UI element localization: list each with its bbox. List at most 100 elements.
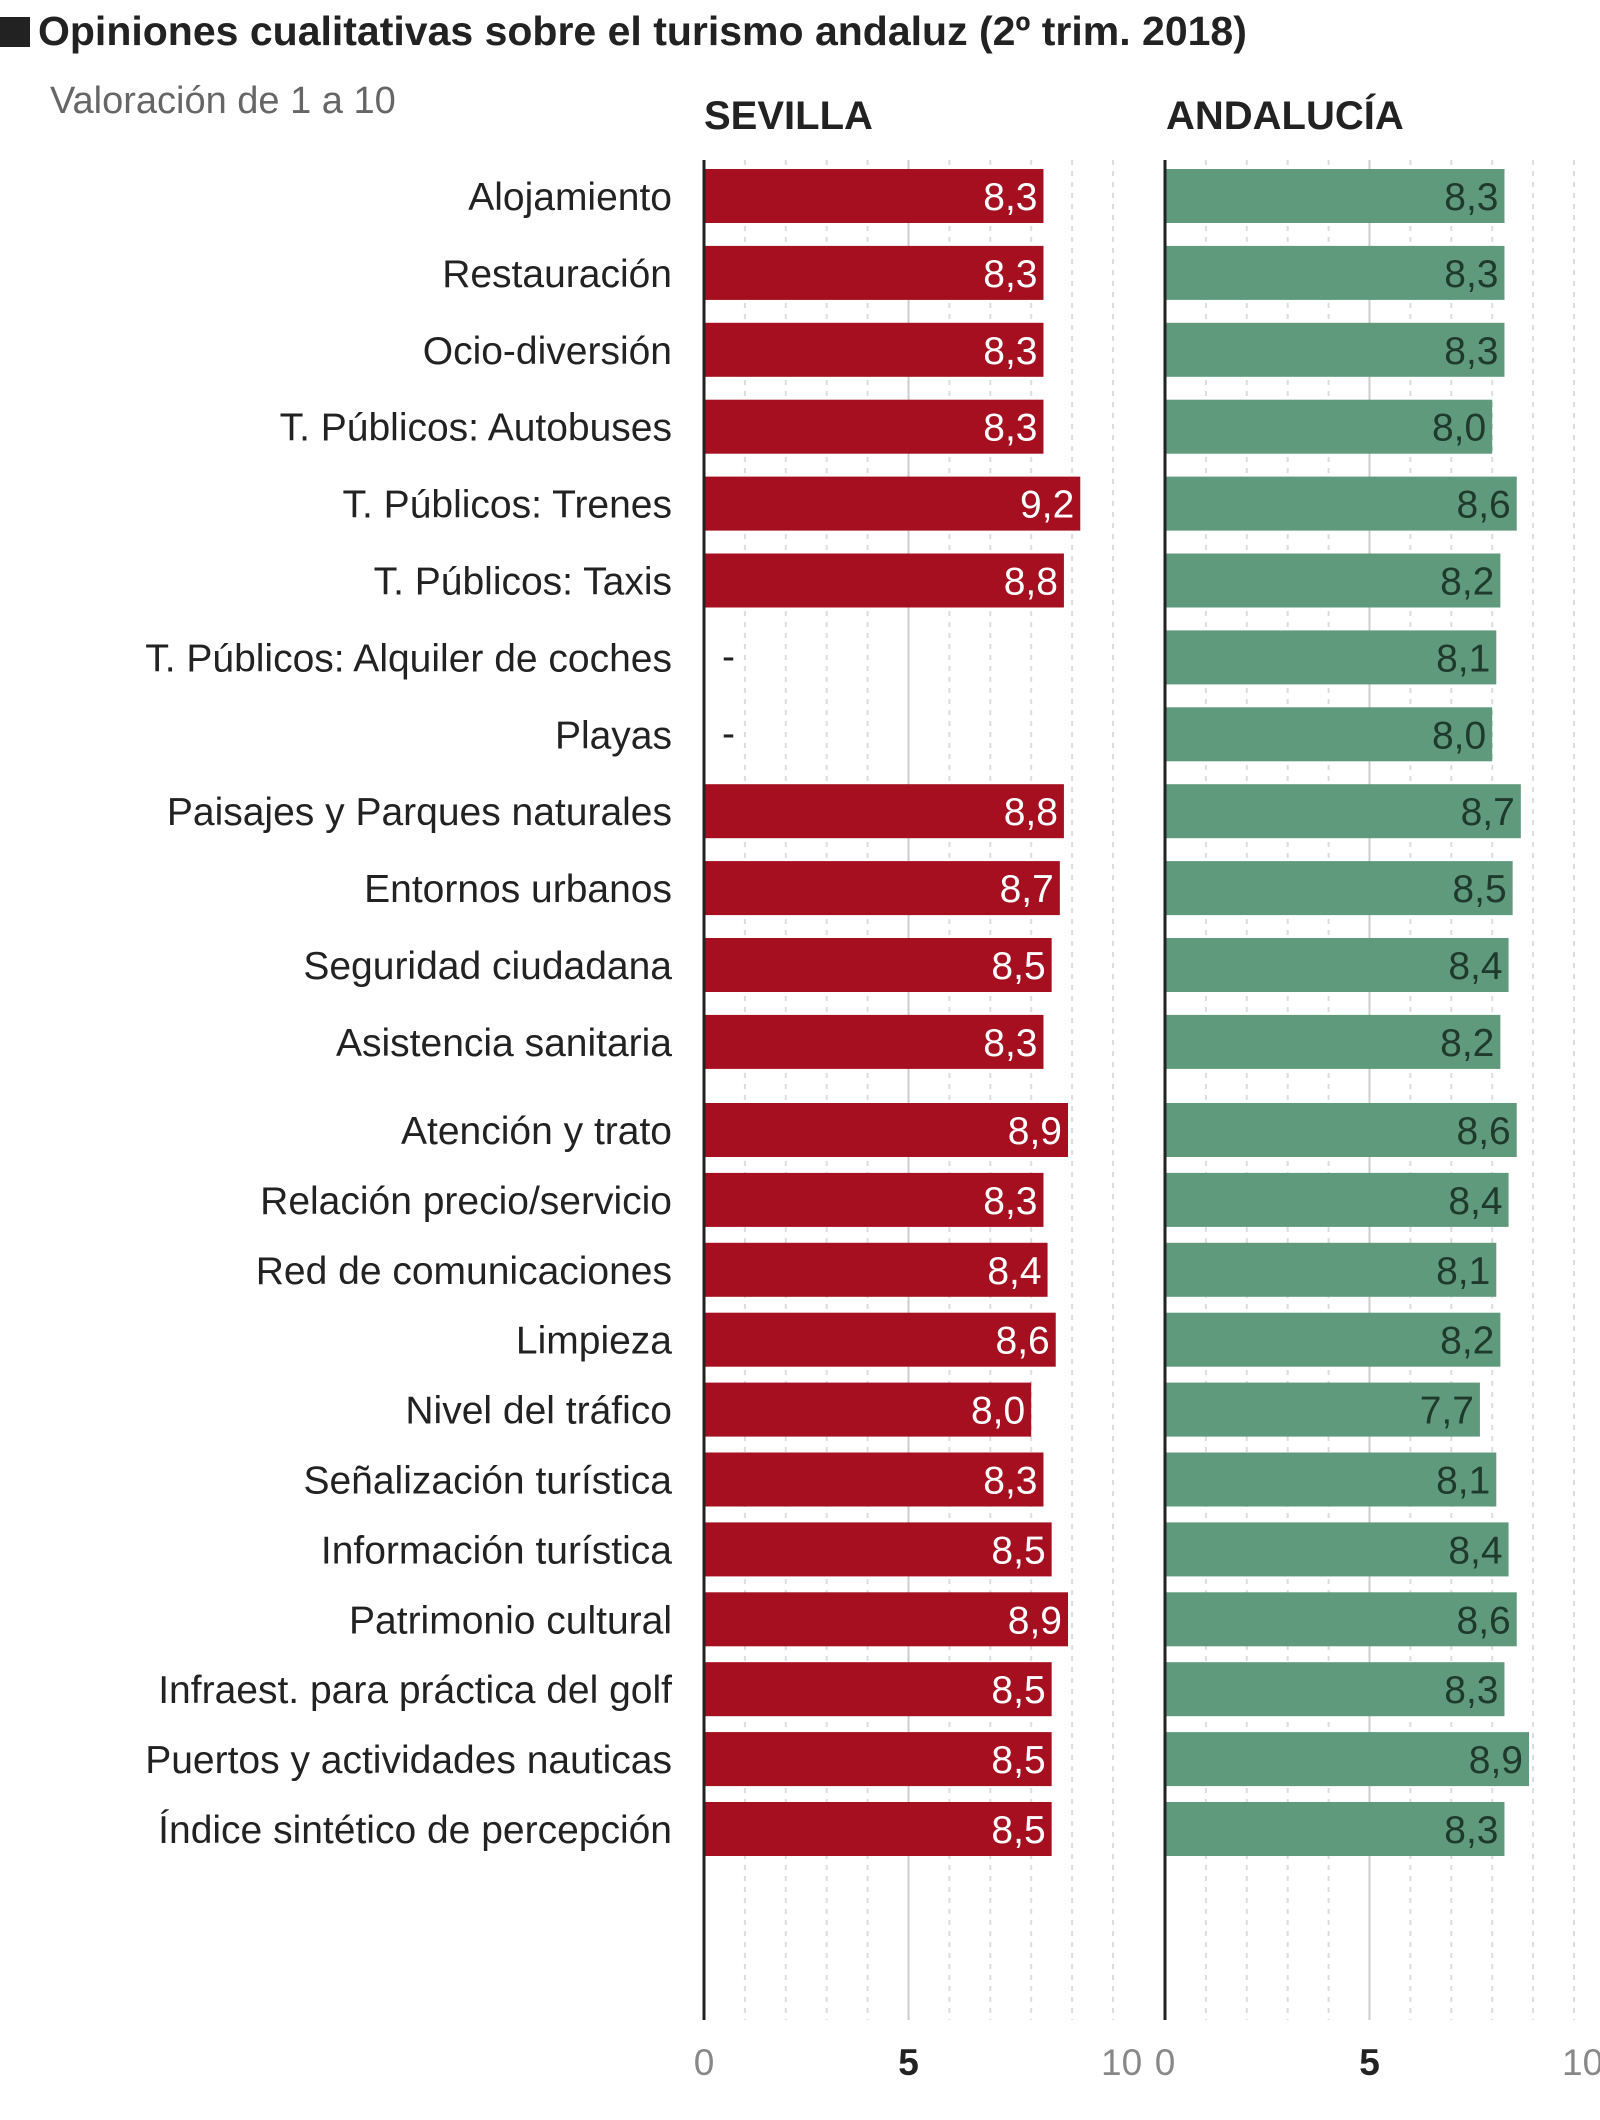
value-label: 8,0 (1432, 407, 1486, 450)
bar (704, 169, 1044, 223)
value-label: 8,8 (1004, 561, 1058, 604)
bar (704, 1592, 1069, 1647)
series-header-andalucia: ANDALUCÍA (1166, 94, 1404, 138)
bar (1165, 1103, 1517, 1157)
bar (1165, 1732, 1530, 1787)
category-label: Seguridad ciudadana (303, 945, 672, 988)
bar (704, 938, 1052, 992)
category-label: Infraest. para práctica del golf (158, 1669, 672, 1712)
bar (1165, 399, 1493, 454)
category-label: Relación precio/servicio (260, 1180, 672, 1223)
chart-title: Opiniones cualitativas sobre el turismo … (0, 8, 1247, 55)
value-label: 8,7 (1461, 791, 1515, 834)
bar (1165, 630, 1497, 685)
value-label: 8,1 (1436, 1460, 1490, 1503)
value-label: 8,3 (983, 253, 1037, 296)
category-label: Playas (555, 714, 672, 757)
bar (704, 553, 1064, 608)
bar (704, 1662, 1052, 1717)
category-label: T. Públicos: Taxis (374, 561, 672, 604)
bar (704, 784, 1064, 839)
missing-value-label: - (722, 712, 735, 755)
category-label: Información turística (321, 1529, 672, 1572)
category-label: Puertos y actividades nauticas (145, 1739, 672, 1782)
value-label: 8,1 (1436, 637, 1490, 680)
category-label: Atención y trato (401, 1110, 672, 1153)
bar (1165, 169, 1505, 223)
bar (704, 1242, 1048, 1297)
value-label: 8,8 (1004, 791, 1058, 834)
value-label: 7,7 (1420, 1390, 1474, 1433)
value-label: 8,5 (991, 1529, 1045, 1572)
bar (1165, 1522, 1509, 1577)
chart-subtitle: Valoración de 1 a 10 (50, 80, 396, 122)
x-tick-label: 10 (1562, 2042, 1600, 2083)
bar (1165, 1312, 1501, 1367)
value-label: 8,3 (983, 1180, 1037, 1223)
value-label: 8,2 (1440, 1320, 1494, 1363)
value-label: 8,3 (1444, 1809, 1498, 1852)
value-label: 8,3 (1444, 1669, 1498, 1712)
bar (704, 399, 1044, 454)
value-label: 8,2 (1440, 561, 1494, 604)
bar (704, 1732, 1052, 1787)
value-label: 8,2 (1440, 1022, 1494, 1065)
x-tick-label: 10 (1101, 2042, 1142, 2083)
value-label: 8,5 (991, 1739, 1045, 1782)
value-label: 8,9 (1008, 1110, 1062, 1153)
bar (704, 1382, 1032, 1437)
value-label: 8,3 (983, 1022, 1037, 1065)
bar (704, 476, 1081, 531)
bar (704, 1014, 1044, 1069)
value-label: 8,3 (983, 330, 1037, 373)
category-label: Asistencia sanitaria (336, 1022, 672, 1065)
category-label: Limpieza (516, 1320, 672, 1363)
value-label: 8,1 (1436, 1250, 1490, 1293)
value-label: 8,6 (1457, 1599, 1511, 1642)
category-label: T. Públicos: Alquiler de coches (145, 637, 672, 680)
category-label: Entornos urbanos (364, 868, 672, 911)
value-label: 8,6 (996, 1320, 1050, 1363)
bar (704, 861, 1060, 916)
value-label: 8,5 (991, 945, 1045, 988)
value-label: 8,9 (1469, 1739, 1523, 1782)
bar (704, 1312, 1056, 1367)
category-label: T. Públicos: Trenes (343, 484, 672, 527)
bar (1165, 245, 1505, 300)
bar (1165, 553, 1501, 608)
bar (1165, 1172, 1509, 1227)
category-label: Red de comunicaciones (256, 1250, 672, 1293)
bar (704, 1103, 1069, 1157)
value-label: 8,0 (1432, 714, 1486, 757)
series-header-sevilla: SEVILLA (704, 94, 873, 138)
bar (1165, 707, 1493, 762)
bar (1165, 1242, 1497, 1297)
category-label: Restauración (442, 253, 672, 296)
x-tick-label: 0 (1155, 2042, 1176, 2083)
x-tick-label: 5 (1359, 2042, 1380, 2083)
bar (1165, 1382, 1480, 1437)
value-label: 8,4 (1448, 1529, 1502, 1572)
bar (704, 245, 1044, 300)
value-label: 8,7 (1000, 868, 1054, 911)
x-tick-label: 5 (898, 2042, 919, 2083)
bar (1165, 938, 1509, 992)
bar (1165, 1802, 1505, 1856)
value-label: 8,0 (971, 1390, 1025, 1433)
bar (1165, 861, 1513, 916)
value-label: 8,5 (991, 1669, 1045, 1712)
value-label: 8,4 (1448, 1180, 1502, 1223)
category-label: Índice sintético de percepción (158, 1809, 672, 1852)
value-label: 8,4 (1448, 945, 1502, 988)
category-label: Nivel del tráfico (405, 1390, 672, 1433)
value-label: 8,6 (1457, 484, 1511, 527)
value-label: 8,3 (1444, 176, 1498, 219)
value-label: 8,3 (983, 1460, 1037, 1503)
bar (1165, 1014, 1501, 1069)
title-square-icon (0, 17, 30, 47)
bar (1165, 784, 1521, 839)
value-label: 8,6 (1457, 1110, 1511, 1153)
bar (1165, 476, 1517, 531)
category-label: Señalización turística (303, 1460, 672, 1503)
